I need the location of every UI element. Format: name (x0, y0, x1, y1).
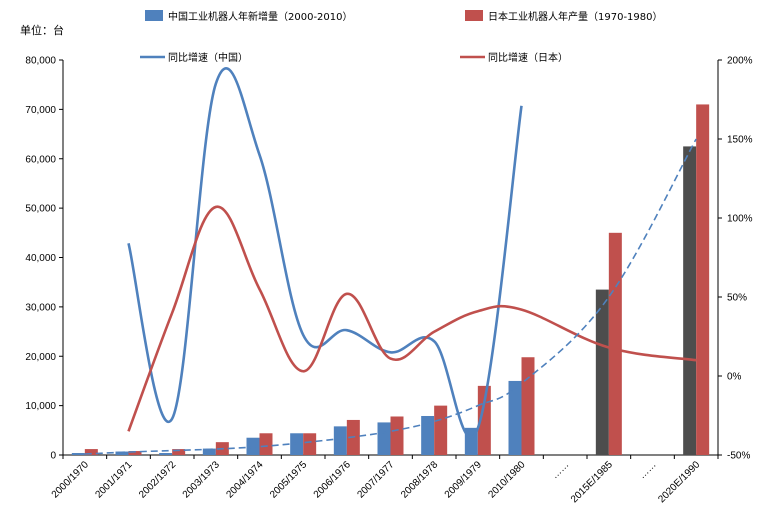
left-tick-label: 30,000 (25, 302, 56, 313)
japan-bar (434, 405, 448, 455)
japan-bar (172, 449, 186, 455)
x-tick-label: 2004/1974 (224, 459, 266, 501)
legend-label-china-line: 同比增速（中国） (168, 51, 248, 64)
china-bar (115, 451, 129, 455)
legend: 中国工业机器人年新增量（2000-2010） 日本工业机器人年产量（1970-1… (140, 10, 663, 64)
x-tick-label: 2001/1971 (93, 459, 135, 501)
bar-series (71, 104, 710, 455)
china-bar (508, 380, 522, 455)
japan-bar (128, 451, 142, 455)
right-tick-label: 200% (727, 56, 753, 67)
china-bar (290, 433, 304, 455)
china-bar (683, 146, 697, 455)
japan-bar (477, 385, 491, 455)
x-tick-label: 2005/1975 (268, 459, 310, 501)
x-tick-label: 2006/1976 (312, 459, 354, 501)
x-axis: 2000/1970 2001/1971 2002/1972 2003/1973 2004… (50, 454, 719, 505)
right-tick-label: 0% (727, 372, 742, 383)
left-tick-label: 70,000 (25, 105, 56, 116)
japan-bar (696, 104, 710, 455)
unit-label: 单位：台 (20, 23, 64, 37)
x-tick-label: …… (637, 459, 659, 481)
china-bar (202, 448, 216, 455)
japan-bar (608, 232, 622, 455)
china-bar (159, 453, 173, 455)
left-tick-label: 50,000 (25, 204, 56, 215)
legend-swatch-japan-bar (465, 10, 483, 21)
x-tick-label: 2009/1979 (443, 459, 485, 501)
china-bar (333, 426, 347, 455)
legend-label-japan-line: 同比增速（日本） (488, 51, 568, 64)
legend-label-japan-bar: 日本工业机器人年产量（1970-1980） (488, 10, 663, 23)
left-tick-label: 40,000 (25, 253, 56, 264)
x-tick-label: 2007/1977 (355, 459, 397, 501)
china-growth-line (127, 67, 523, 439)
left-axis: 0 10,000 20,000 30,000 40,000 50,000 60,000 70,… (25, 56, 64, 462)
legend-label-china-bar: 中国工业机器人年新增量（2000-2010） (168, 10, 353, 23)
japan-bar (84, 449, 98, 455)
trend-line (84, 138, 697, 455)
x-tick-label: …… (549, 459, 571, 481)
japan-bar (303, 433, 317, 455)
x-tick-label: 2000/1970 (50, 459, 92, 501)
japan-bar (259, 433, 273, 455)
x-tick-label: 2010/1980 (486, 459, 528, 501)
right-axis: -50% 0% 50% 100% 150% 200% (717, 56, 753, 462)
left-tick-label: 20,000 (25, 352, 56, 363)
x-tick-label: 2015E/1985 (569, 459, 615, 505)
x-tick-label: 2003/1973 (181, 459, 223, 501)
left-tick-label: 10,000 (25, 401, 56, 412)
right-tick-label: 100% (727, 214, 753, 225)
china-bar (595, 289, 609, 455)
japan-bar (390, 416, 404, 455)
line-series (84, 67, 697, 455)
japan-bar (521, 357, 535, 455)
china-bar (421, 415, 435, 455)
x-tick-label: 2008/1978 (399, 459, 441, 501)
china-bar (377, 422, 391, 455)
left-tick-label: 60,000 (25, 154, 56, 165)
x-tick-label: 2002/1972 (137, 459, 179, 501)
legend-swatch-china-bar (145, 10, 163, 21)
left-tick-label: 80,000 (25, 56, 56, 67)
right-tick-label: -50% (727, 451, 750, 462)
x-tick-label: 2020E/1990 (656, 459, 702, 505)
right-tick-label: 50% (727, 293, 747, 304)
china-bar (71, 453, 85, 455)
japan-growth-line (127, 205, 697, 432)
left-tick-label: 0 (50, 451, 56, 462)
right-tick-label: 150% (727, 135, 753, 146)
